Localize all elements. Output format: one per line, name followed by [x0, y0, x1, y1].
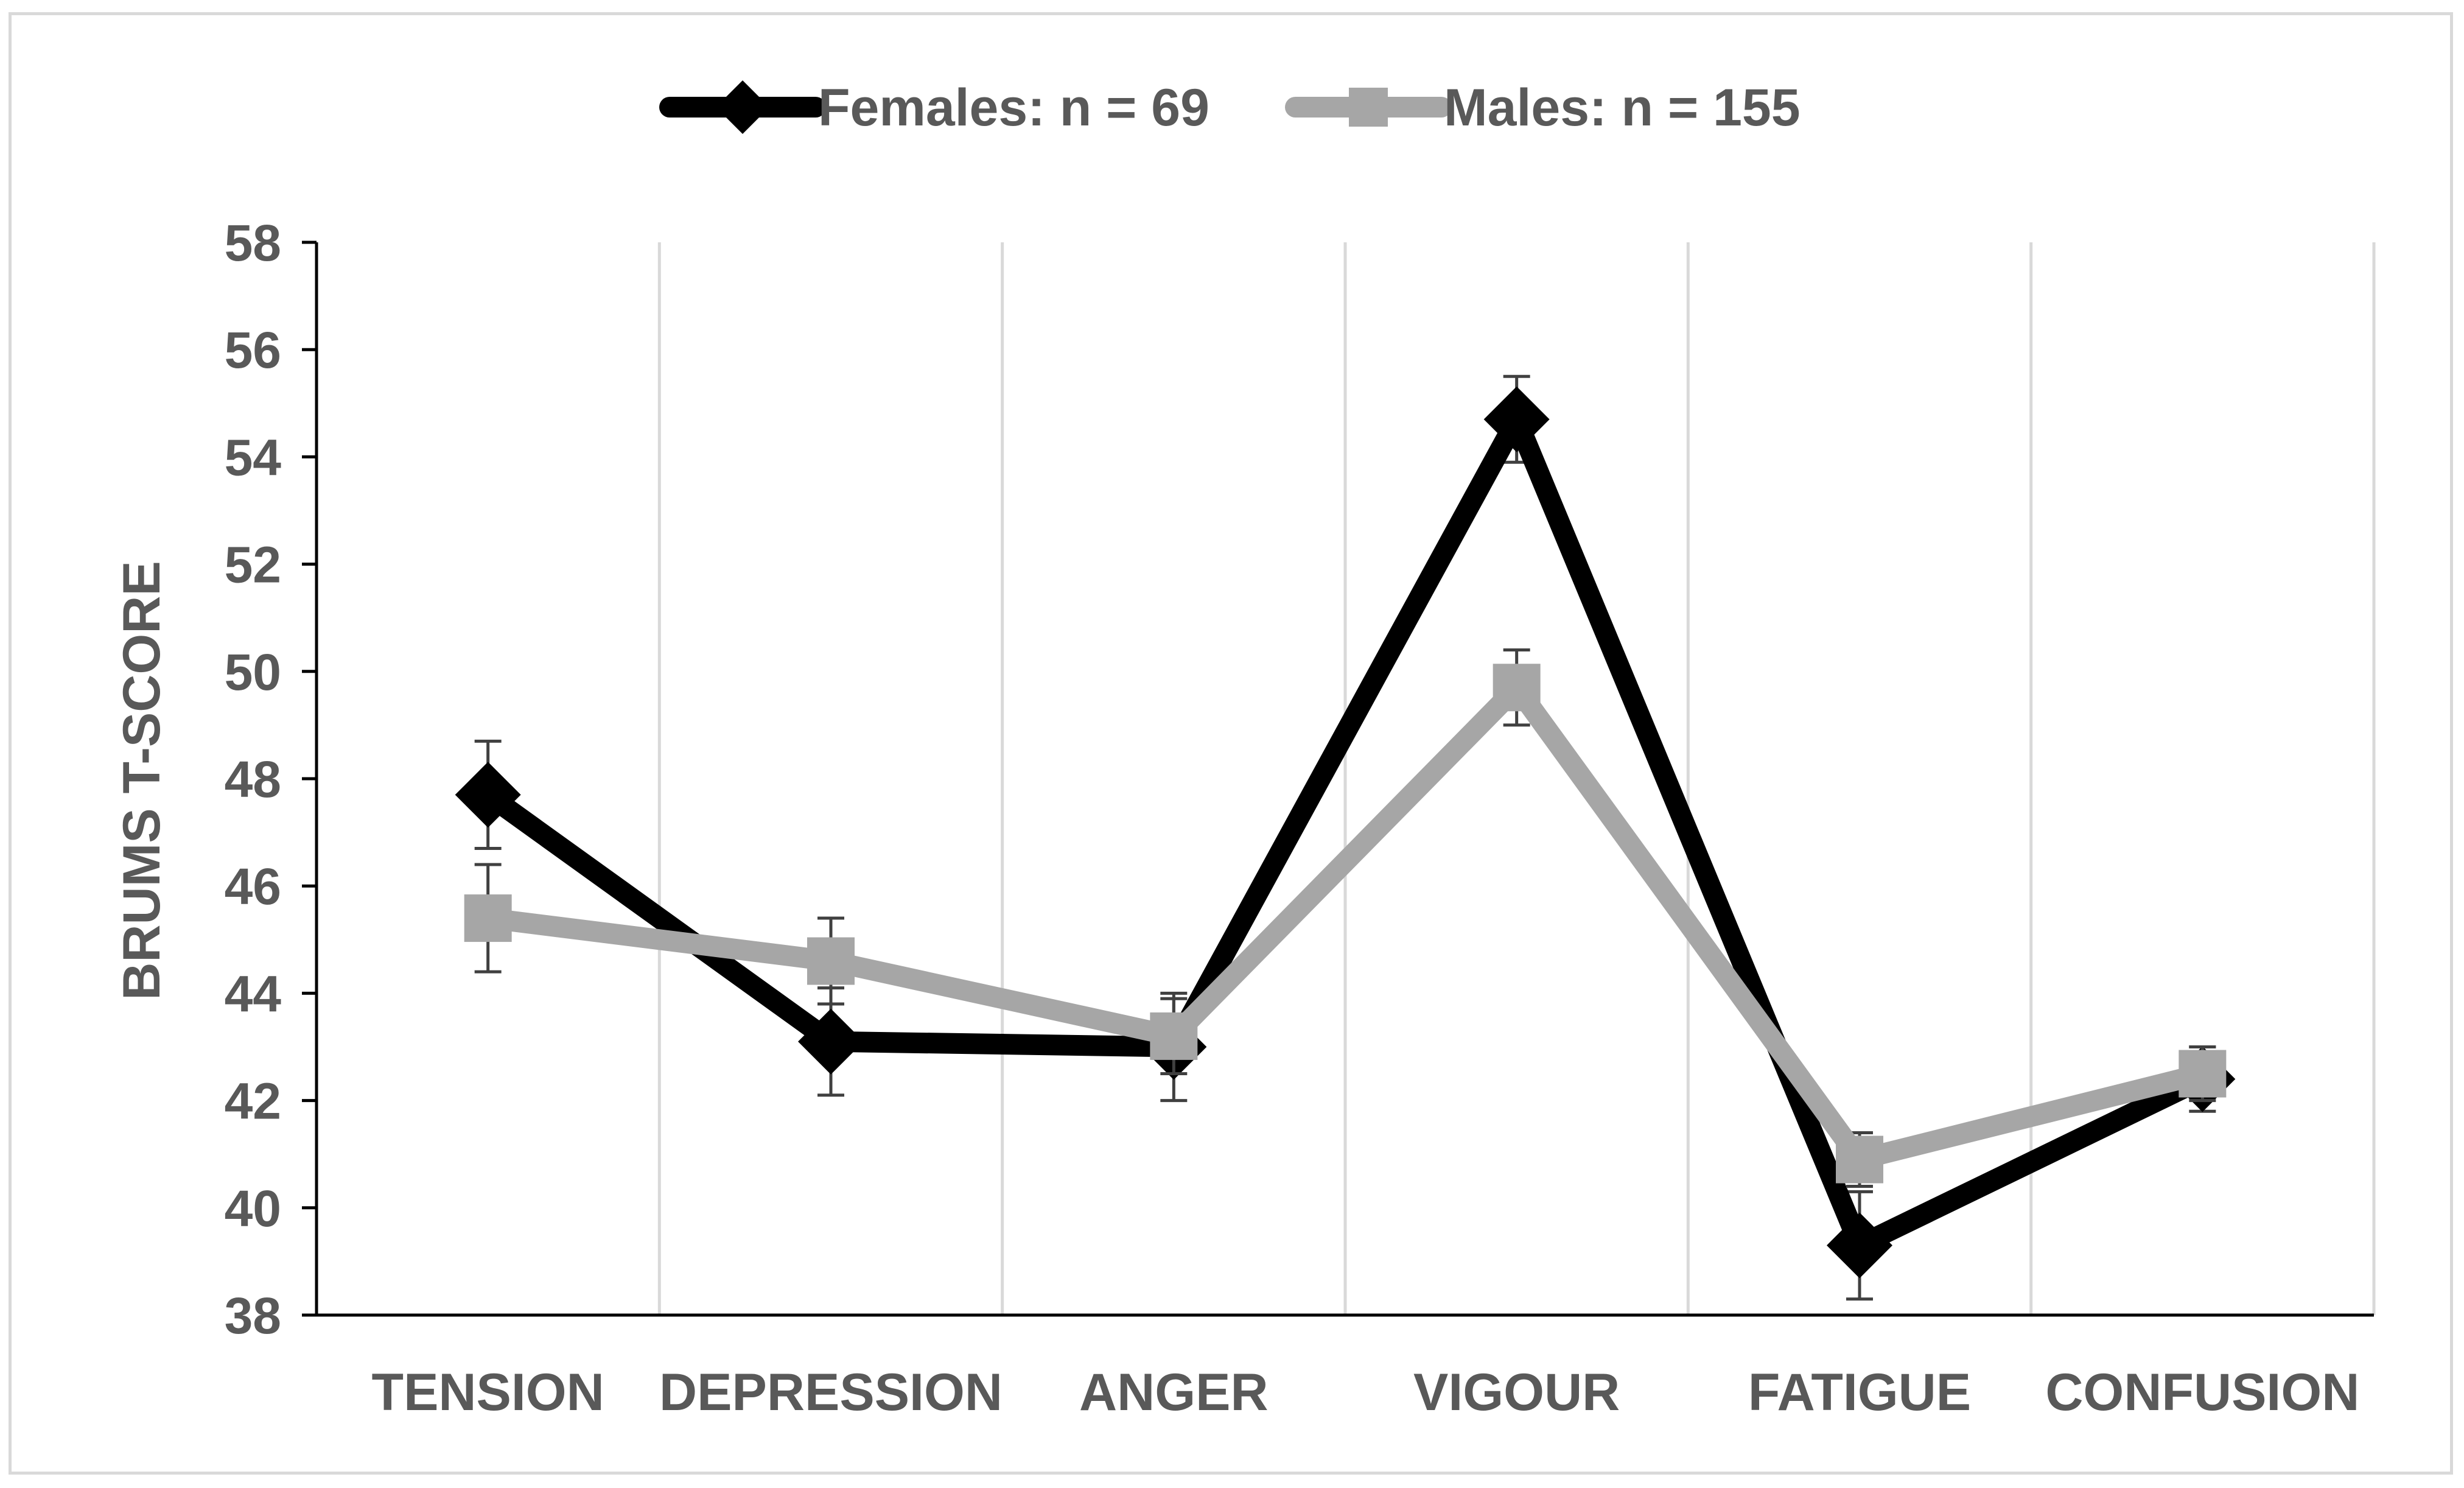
data-point-square: [807, 937, 855, 985]
y-axis-label: BRUMS T-SCORE: [113, 561, 171, 1000]
x-tick-label: DEPRESSION: [659, 1363, 1003, 1422]
series-line: [486, 672, 2205, 1171]
y-tick-label: 52: [225, 536, 281, 594]
x-tick-label: ANGER: [1079, 1363, 1269, 1422]
series-line: [481, 395, 2207, 1260]
data-point-square: [464, 894, 512, 942]
data-point-diamond: [798, 1008, 864, 1075]
data-point-diamond: [455, 762, 521, 828]
y-tick-label: 42: [225, 1073, 281, 1130]
y-tick-label: 46: [225, 858, 281, 915]
legend-item-females: Females: n = 69: [659, 79, 1209, 137]
data-point-diamond: [1827, 1212, 1892, 1279]
gridlines: [657, 242, 2376, 1315]
y-tick-label: 48: [225, 751, 281, 808]
legend-label: Males: n = 155: [1444, 79, 1801, 137]
legend: Females: n = 69 Males: n = 155: [659, 79, 1801, 137]
x-tick-label: CONFUSION: [2045, 1363, 2359, 1422]
legend-item-males: Males: n = 155: [1285, 79, 1801, 137]
x-tick-label: TENSION: [372, 1363, 604, 1422]
series: [455, 374, 2236, 1301]
series-males: [464, 648, 2227, 1188]
data-point-diamond: [1483, 386, 1550, 452]
axes: 38 40 42 44 46 48 50 52 54 56 58 TENSION DEPRESSION A…: [225, 214, 2374, 1422]
data-point-square: [1836, 1135, 1883, 1184]
y-tick-label: 50: [225, 644, 281, 701]
legend-label: Females: n = 69: [818, 79, 1209, 137]
data-point-square: [1349, 88, 1388, 127]
data-point-square: [1493, 664, 1541, 712]
y-tick-label: 40: [225, 1180, 281, 1237]
y-tick-label: 54: [225, 429, 282, 486]
data-point-square: [1150, 1012, 1198, 1060]
y-tick-label: 56: [225, 321, 281, 379]
chart-frame: [9, 12, 2453, 1475]
x-tick-label: VIGOUR: [1413, 1363, 1620, 1422]
y-tick-label: 38: [225, 1287, 281, 1344]
x-tick-label: FATIGUE: [1748, 1363, 1971, 1422]
data-point-diamond: [716, 80, 769, 134]
data-point-square: [2179, 1050, 2227, 1098]
y-tick-label: 44: [225, 965, 282, 1022]
y-tick-label: 58: [225, 214, 281, 272]
